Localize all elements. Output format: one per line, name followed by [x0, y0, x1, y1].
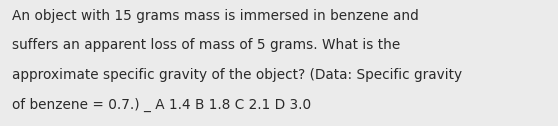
Text: of benzene = 0.7.) _ A 1.4 B 1.8 C 2.1 D 3.0: of benzene = 0.7.) _ A 1.4 B 1.8 C 2.1 D…: [12, 98, 311, 112]
Text: suffers an apparent loss of mass of 5 grams. What is the: suffers an apparent loss of mass of 5 gr…: [12, 38, 401, 52]
Text: approximate specific gravity of the object? (Data: Specific gravity: approximate specific gravity of the obje…: [12, 68, 463, 82]
Text: An object with 15 grams mass is immersed in benzene and: An object with 15 grams mass is immersed…: [12, 9, 419, 23]
